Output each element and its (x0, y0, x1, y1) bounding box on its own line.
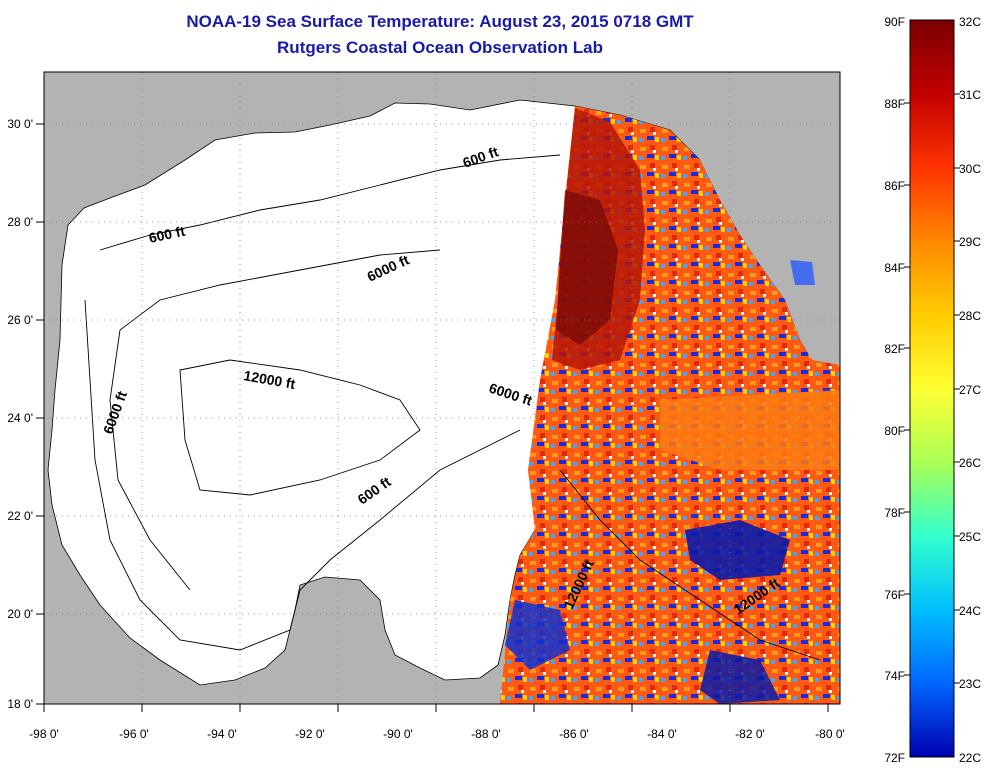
map-frame (43, 71, 841, 705)
colorbar-f-label: 88F (884, 97, 905, 111)
colorbar-f-label: 84F (884, 261, 905, 275)
map-area: 600 ft 600 ft 6000 ft 6000 ft 6000 ft 12… (44, 72, 840, 704)
colorbar-c-label: 25C (959, 530, 981, 544)
sst-cold-patch (700, 650, 780, 704)
latitude-labels: 30 0' 28 0' 26 0' 24 0' 22 0' 20 0' 18 0… (7, 117, 33, 711)
colorbar-c-label: 22C (959, 751, 981, 765)
sst-cold-patch (685, 520, 790, 580)
lat-label: 22 0' (7, 509, 33, 523)
sst-hot-core (556, 190, 618, 345)
colorbar-c-label: 32C (959, 15, 981, 29)
colorbar-f-label: 74F (884, 669, 905, 683)
lat-label: 20 0' (7, 607, 33, 621)
colorbar-f-label: 78F (884, 506, 905, 520)
color-bar-gradient (909, 19, 955, 758)
colorbar-f-label: 90F (884, 15, 905, 29)
colorbar-c-label: 28C (959, 309, 981, 323)
map-subtitle: Rutgers Coastal Ocean Observation Lab (277, 38, 603, 57)
lon-label: -86 0' (559, 727, 589, 741)
depth-contours (84, 154, 821, 661)
sst-cold-patch (505, 600, 570, 670)
lon-label: -80 0' (815, 727, 845, 741)
fahrenheit-labels: 90F 88F 86F 84F 82F 80F 78F 76F 74F 72F (884, 15, 905, 765)
lon-label: -92 0' (295, 727, 325, 741)
contour-label: 600 ft (147, 223, 186, 246)
lat-label: 26 0' (7, 313, 33, 327)
lon-label: -96 0' (119, 727, 149, 741)
lon-label: -88 0' (471, 727, 501, 741)
lat-label: 28 0' (7, 215, 33, 229)
colorbar-c-label: 26C (959, 456, 981, 470)
lon-label: -98 0' (29, 727, 59, 741)
sst-cold-patch (790, 260, 815, 285)
colorbar-f-label: 86F (884, 179, 905, 193)
colorbar-c-label: 23C (959, 677, 981, 691)
map-title: NOAA-19 Sea Surface Temperature: August … (186, 12, 694, 31)
lon-label: -94 0' (207, 727, 237, 741)
color-bar: 90F 88F 86F 84F 82F 80F 78F 76F 74F 72F … (884, 15, 981, 765)
colorbar-f-label: 82F (884, 342, 905, 356)
colorbar-c-label: 31C (959, 88, 981, 102)
colorbar-f-label: 76F (884, 588, 905, 602)
colorbar-c-label: 27C (959, 383, 981, 397)
lat-label: 30 0' (7, 117, 33, 131)
florida (700, 72, 840, 365)
colorbar-f-label: 72F (884, 751, 905, 765)
lon-label: -84 0' (647, 727, 677, 741)
lat-label: 18 0' (7, 697, 33, 711)
colorbar-f-label: 80F (884, 424, 905, 438)
lat-label: 24 0' (7, 411, 33, 425)
graticule (44, 72, 840, 704)
lon-label: -82 0' (735, 727, 765, 741)
colorbar-c-label: 30C (959, 162, 981, 176)
longitude-labels: -98 0' -96 0' -94 0' -92 0' -90 0' -88 0… (29, 727, 845, 741)
lon-label: -90 0' (383, 727, 413, 741)
celsius-labels: 32C 31C 30C 29C 28C 27C 26C 25C 24C 23C … (959, 15, 981, 765)
sst-straits (660, 390, 840, 470)
colorbar-c-label: 24C (959, 604, 981, 618)
colorbar-c-label: 29C (959, 235, 981, 249)
axis-ticks (36, 123, 829, 712)
